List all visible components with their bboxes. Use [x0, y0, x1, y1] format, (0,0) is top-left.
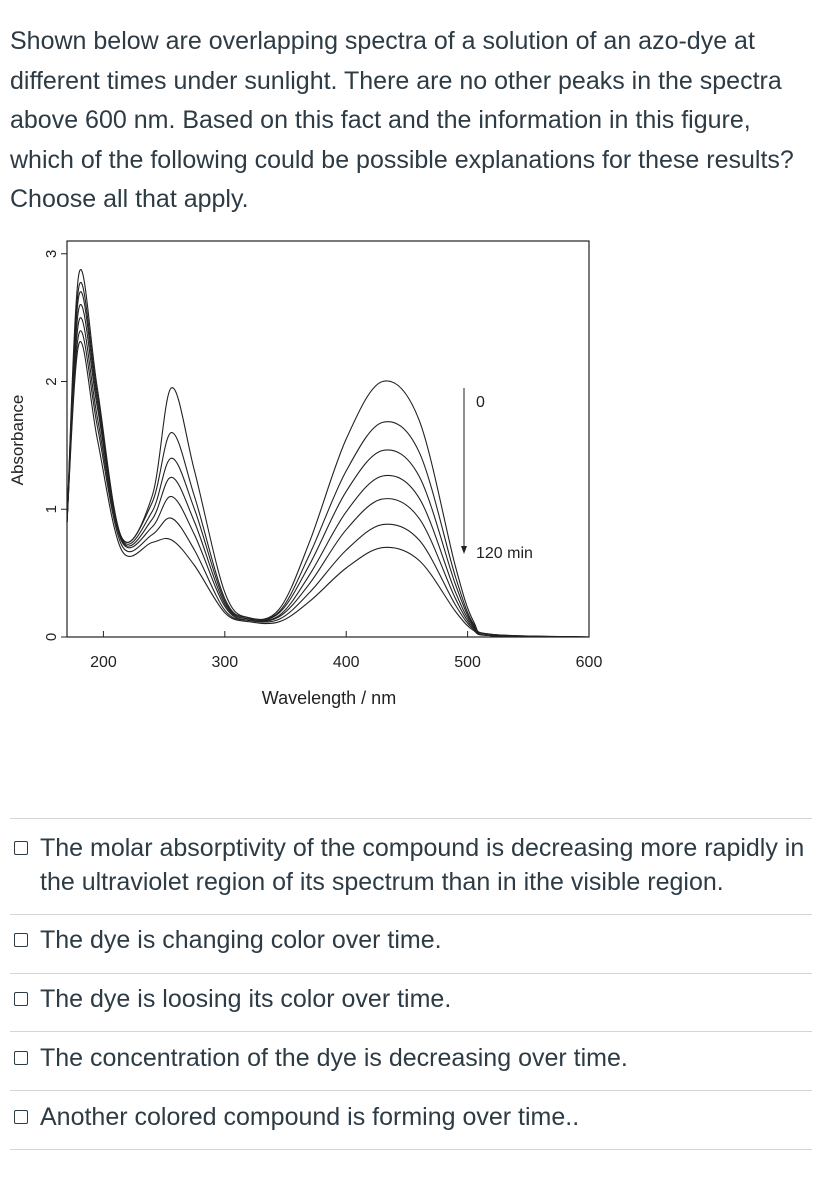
- answer-label: The molar absorptivity of the compound i…: [40, 834, 805, 896]
- spectrum-line-4: [66, 317, 590, 638]
- x-tick-label: 200: [90, 654, 117, 671]
- x-axis-label: Wavelength / nm: [262, 688, 396, 708]
- answer-option[interactable]: The molar absorptivity of the compound i…: [10, 818, 812, 914]
- answer-label: The dye is changing color over time.: [40, 926, 442, 954]
- y-tick-label: 1: [43, 505, 60, 513]
- absorbance-spectra-chart: 0 1 2 3 200 300 400 500 600 Absorbance Waveleng…: [0, 232, 620, 722]
- checkbox[interactable]: [14, 992, 28, 1006]
- spectrum-line-2: [66, 291, 590, 638]
- answer-list: The molar absorptivity of the compound i…: [10, 818, 812, 1150]
- answer-label: Another colored compound is forming over…: [40, 1103, 580, 1131]
- answer-option[interactable]: The dye is changing color over time.: [10, 914, 812, 973]
- question-text: Shown below are overlapping spectra of a…: [10, 27, 794, 213]
- checkbox[interactable]: [14, 1110, 28, 1124]
- plot-frame: [66, 240, 590, 638]
- x-tick-label: 400: [333, 654, 360, 671]
- answer-label: The concentration of the dye is decreasi…: [40, 1044, 628, 1072]
- checkbox[interactable]: [14, 841, 28, 855]
- answer-option[interactable]: The dye is loosing its color over time.: [10, 973, 812, 1031]
- y-tick-label: 2: [43, 377, 60, 385]
- time-arrow-head: [461, 546, 467, 554]
- chart-svg: 0 1 2 3 200 300 400 500 600 Absorbance Waveleng…: [8, 240, 603, 708]
- checkbox[interactable]: [14, 933, 28, 947]
- start-time-label: 0: [476, 394, 485, 411]
- spectrum-line-5: [66, 330, 590, 638]
- y-tick-label: 3: [43, 250, 60, 258]
- spectrum-line-6: [66, 340, 590, 638]
- spectrum-line-0: [66, 269, 590, 638]
- checkbox[interactable]: [14, 1051, 28, 1065]
- spectrum-line-1: [66, 282, 590, 638]
- y-axis-label: Absorbance: [8, 395, 27, 486]
- answer-label: The dye is loosing its color over time.: [40, 985, 452, 1013]
- end-time-label: 120 min: [476, 545, 533, 562]
- x-tick-label: 600: [576, 654, 603, 671]
- y-tick-label: 0: [43, 633, 60, 641]
- x-tick-label: 500: [454, 654, 481, 671]
- x-tick-label: 300: [211, 654, 238, 671]
- answer-option[interactable]: The concentration of the dye is decreasi…: [10, 1031, 812, 1090]
- answer-option[interactable]: Another colored compound is forming over…: [10, 1090, 812, 1150]
- spectrum-line-3: [66, 304, 590, 638]
